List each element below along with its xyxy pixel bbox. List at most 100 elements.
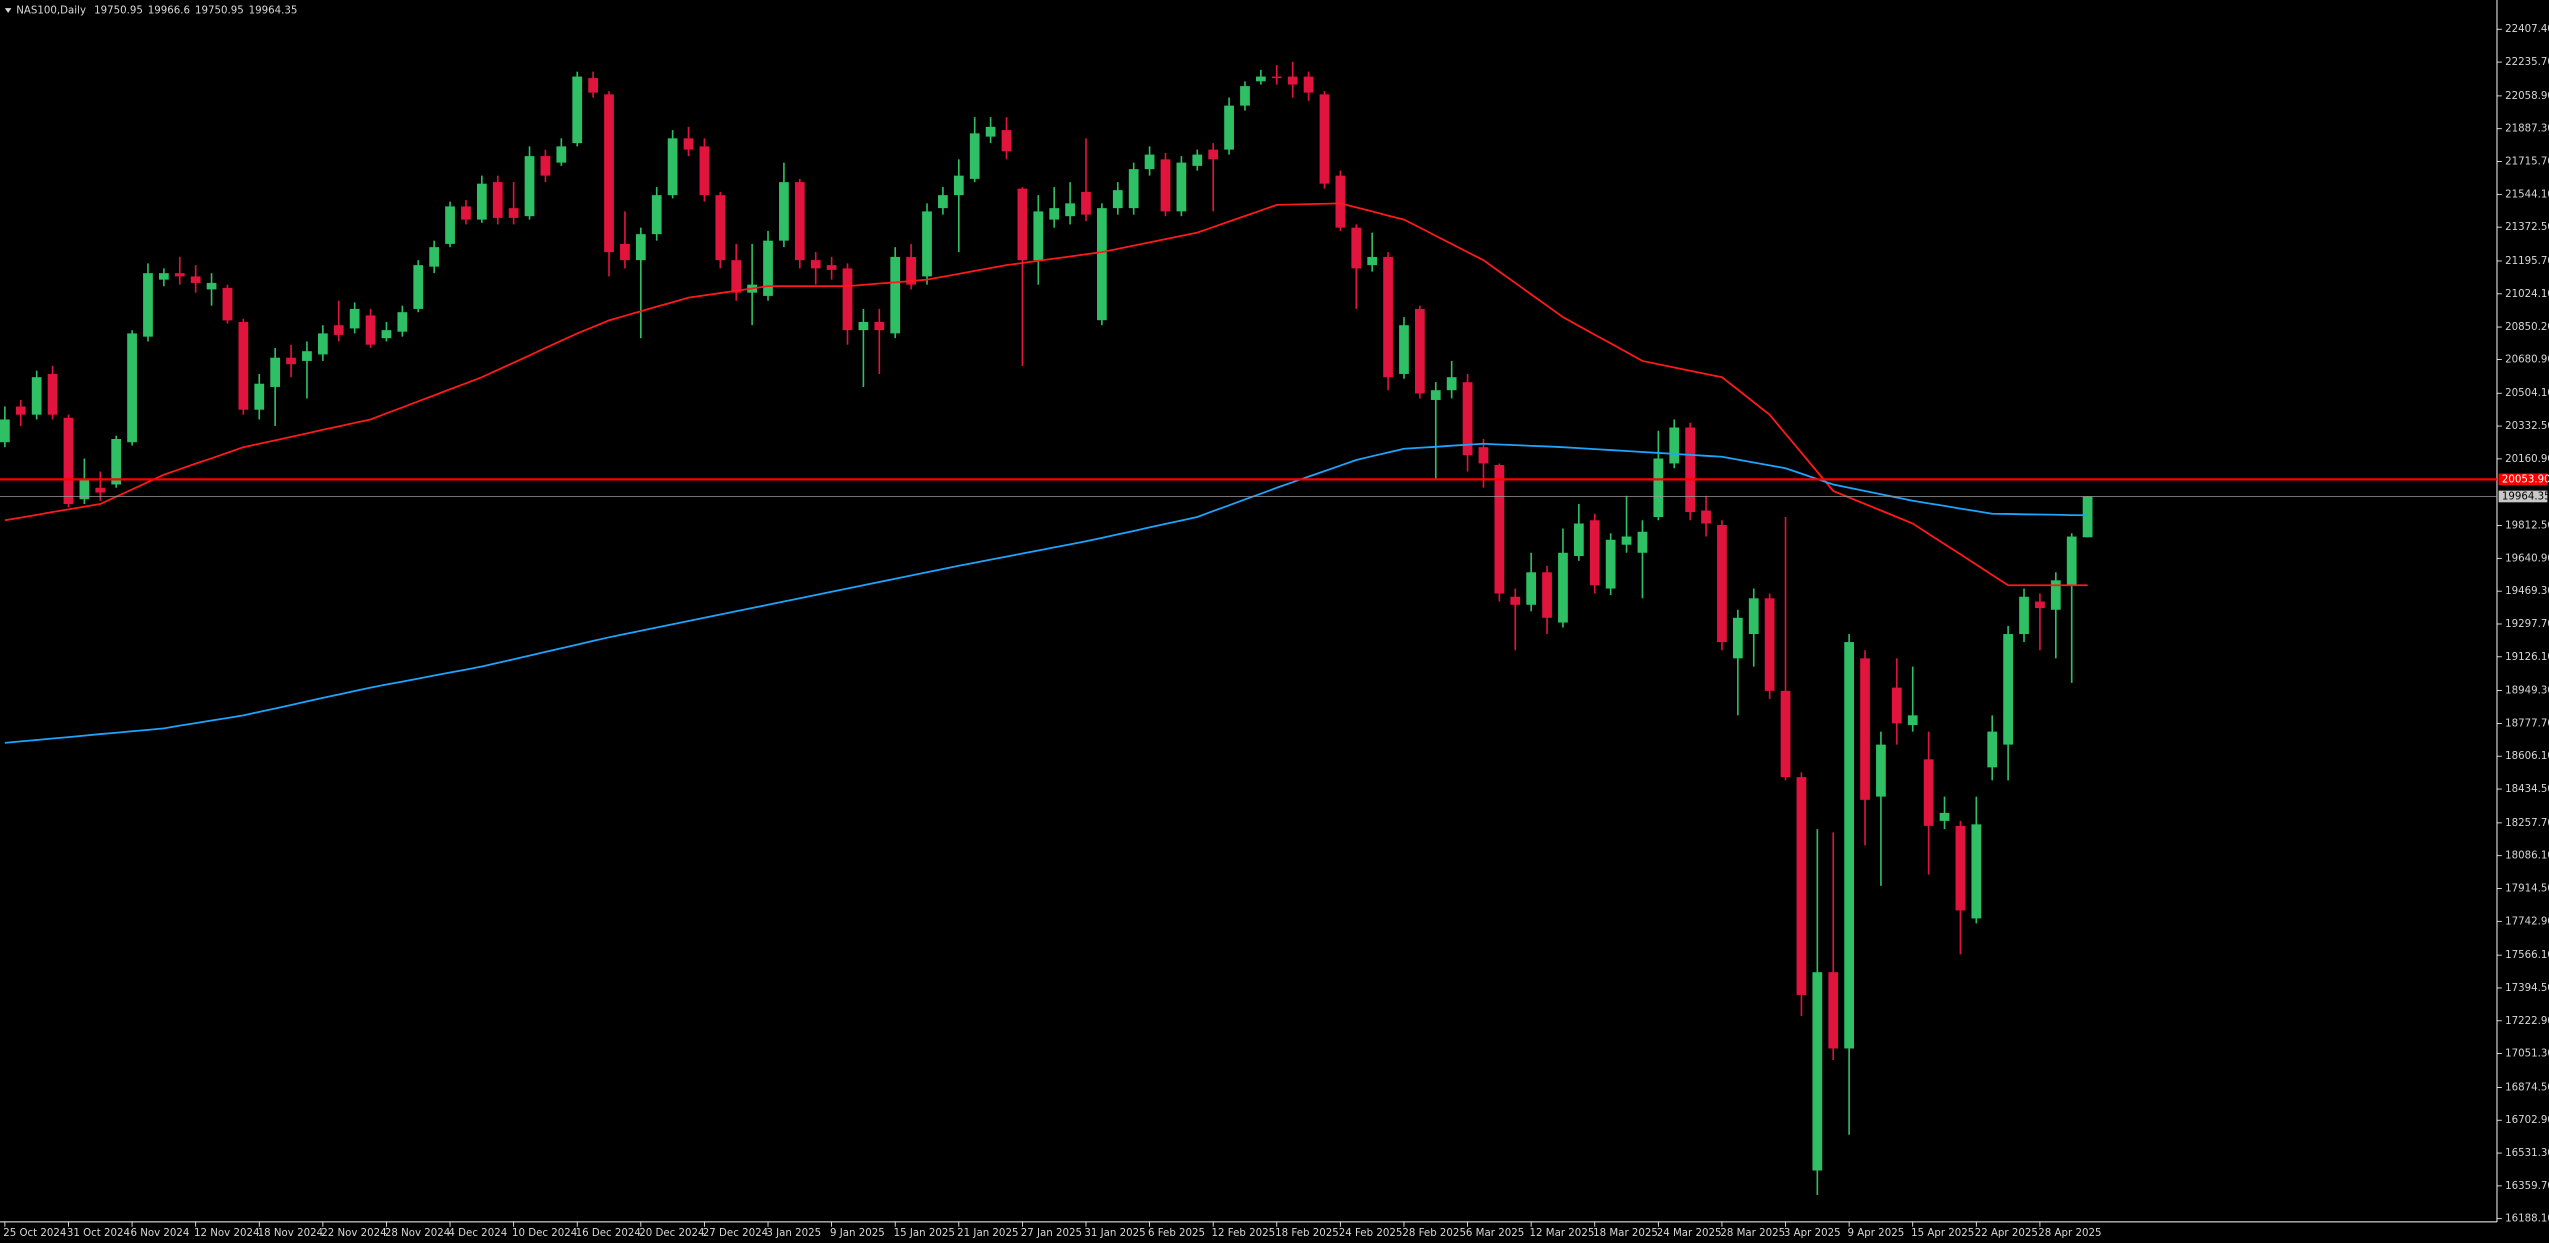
- candle-body: [1939, 812, 1950, 821]
- candle-body: [1891, 687, 1902, 724]
- candle-body: [1748, 598, 1759, 635]
- x-tick-label: 18 Mar 2025: [1593, 1228, 1658, 1239]
- y-tick-label: 16359.70: [2505, 1181, 2549, 1192]
- candle-body: [1780, 690, 1791, 778]
- candle-body: [1112, 190, 1123, 209]
- candle-body: [1287, 76, 1298, 85]
- y-tick-label: 20504.10: [2505, 388, 2549, 399]
- y-tick-label: 17051.30: [2505, 1049, 2549, 1060]
- candle-body: [1144, 154, 1155, 170]
- y-tick-label: 19297.70: [2505, 619, 2549, 630]
- last-open: 19750.95: [94, 6, 143, 17]
- candle-body: [572, 76, 583, 144]
- candle-body: [1510, 596, 1521, 605]
- current-price-label: 19964.35: [2502, 491, 2549, 502]
- candle-body: [476, 183, 487, 220]
- x-tick-label: 18 Feb 2025: [1275, 1228, 1339, 1239]
- chart-title: NAS100,Daily 19750.95 19966.6 19750.95 19964…: [16, 6, 297, 17]
- candle-body: [890, 256, 901, 334]
- x-tick-label: 4 Dec 2024: [448, 1228, 507, 1239]
- candle-body: [270, 357, 281, 387]
- moving-average-line: [4, 202, 2088, 587]
- candle-body: [938, 195, 948, 209]
- candle-body: [1558, 552, 1568, 623]
- candle-body: [2082, 496, 2093, 538]
- x-tick-label: 6 Nov 2024: [130, 1228, 189, 1239]
- candle-body: [2019, 596, 2029, 635]
- symbol: NAS100,Daily: [16, 6, 86, 17]
- y-tick-label: 19812.50: [2505, 521, 2549, 532]
- x-tick-label: 28 Apr 2025: [2038, 1228, 2101, 1239]
- y-tick-label: 18257.70: [2505, 818, 2549, 829]
- candle-body: [1589, 520, 1600, 586]
- y-tick-label: 22235.70: [2505, 57, 2549, 68]
- candle-body: [715, 195, 726, 261]
- candle-body: [1526, 572, 1537, 605]
- y-tick-label: 17222.90: [2505, 1016, 2549, 1027]
- candle-body: [651, 195, 662, 235]
- candle-body: [683, 138, 694, 150]
- candle-body: [1271, 76, 1282, 79]
- last-high: 19966.6: [148, 6, 190, 17]
- x-tick-label: 9 Jan 2025: [830, 1228, 885, 1239]
- y-tick-label: 16531.30: [2505, 1148, 2549, 1159]
- candle-body: [222, 287, 233, 321]
- y-tick-label: 16188.10: [2505, 1214, 2549, 1225]
- candle-body: [524, 156, 535, 217]
- candle-body: [286, 357, 296, 365]
- candle-body: [1001, 130, 1012, 152]
- y-tick-label: 16874.50: [2505, 1082, 2549, 1093]
- candle-body: [810, 260, 821, 269]
- x-tick-label: 16 Dec 2024: [576, 1228, 641, 1239]
- candle-body: [2050, 580, 2061, 610]
- x-tick-label: 3 Apr 2025: [1784, 1228, 1841, 1239]
- candle-body: [508, 208, 519, 218]
- y-tick-label: 17914.50: [2505, 884, 2549, 895]
- candle-body: [445, 206, 455, 244]
- candle-body: [906, 256, 916, 285]
- candle-body: [206, 282, 217, 290]
- candle-body: [667, 138, 678, 196]
- x-tick-label: 28 Nov 2024: [385, 1228, 450, 1239]
- y-tick-label: 20160.90: [2505, 454, 2549, 465]
- candle-body: [826, 265, 837, 270]
- candle-body: [1399, 325, 1409, 374]
- candle-body: [1685, 427, 1696, 513]
- candle-body: [1621, 536, 1632, 545]
- candle-body: [794, 182, 805, 261]
- x-tick-label: 31 Oct 2024: [67, 1228, 130, 1239]
- candle-body: [492, 182, 503, 218]
- candle-body: [2066, 536, 2077, 586]
- x-tick-label: 27 Jan 2025: [1021, 1228, 1082, 1239]
- candle-body: [1923, 759, 1934, 826]
- y-tick-label: 21372.50: [2505, 222, 2549, 233]
- candle-body: [1430, 390, 1441, 400]
- x-tick-label: 31 Jan 2025: [1084, 1228, 1145, 1239]
- last-close: 19964.35: [249, 6, 298, 17]
- candle-body: [1128, 169, 1139, 209]
- candle-body: [922, 211, 932, 277]
- x-tick-label: 15 Jan 2025: [894, 1228, 955, 1239]
- candle-body: [95, 487, 106, 493]
- current-price-box: [2498, 490, 2548, 503]
- y-tick-label: 21024.10: [2505, 289, 2549, 300]
- x-tick-label: 27 Dec 2024: [703, 1228, 768, 1239]
- candle-body: [1764, 598, 1775, 691]
- candle-body: [1335, 175, 1346, 228]
- last-low: 19750.95: [195, 6, 244, 17]
- candle-body: [1717, 525, 1727, 643]
- candle-body: [1876, 744, 1886, 797]
- candle-body: [1351, 227, 1362, 269]
- candle-body: [143, 273, 153, 337]
- candle-body: [1669, 427, 1680, 464]
- candle-body: [47, 373, 58, 415]
- candle-body: [2035, 601, 2045, 609]
- x-tick-label: 20 Dec 2024: [639, 1228, 704, 1239]
- candle-body: [1605, 539, 1616, 589]
- x-tick-label: 12 Feb 2025: [1212, 1228, 1276, 1239]
- y-tick-label: 18949.30: [2505, 686, 2549, 697]
- candle-body: [461, 206, 471, 220]
- y-tick-label: 17394.50: [2505, 983, 2549, 994]
- candle-body: [1065, 203, 1075, 217]
